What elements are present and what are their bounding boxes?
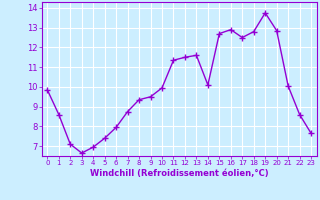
X-axis label: Windchill (Refroidissement éolien,°C): Windchill (Refroidissement éolien,°C) [90, 169, 268, 178]
